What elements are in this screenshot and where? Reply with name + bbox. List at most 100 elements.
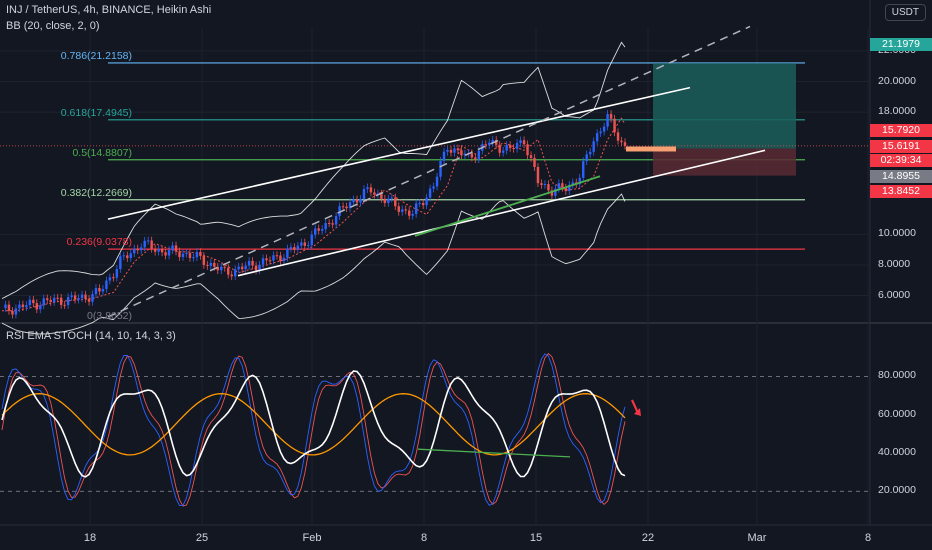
down-arrow-head-icon [634,408,641,416]
candle-body-11 [39,305,42,310]
candle-body-132 [460,150,463,156]
candle-body-56 [195,251,199,258]
osc-tick-1: 60.0000 [878,407,916,420]
candle-body-12 [42,298,45,306]
channel-upper-line [107,86,691,220]
candle-body-38 [133,248,136,254]
candle-body-15 [52,297,56,303]
price-tick-4: 8.0000 [878,257,911,270]
candle-body-153 [533,157,536,168]
candle-body-5 [18,304,21,309]
time-tick-1: 25 [195,532,209,544]
price-tag-4: 14.8955 [870,170,932,183]
price-tick-2: 18.0000 [878,105,916,118]
candle-body-133 [463,153,467,156]
candle-body-112 [390,197,394,199]
candle-body-151 [526,144,529,156]
candle-body-51 [178,251,181,258]
candle-body-85 [296,245,300,250]
price-tag-1: 15.7920 [870,124,932,137]
bb-indicator-label[interactable]: BB (20, close, 2, 0) [6,20,100,32]
annotations [631,399,641,416]
candle-body-16 [56,297,59,299]
candle-body-76 [265,258,268,261]
candle-body-158 [550,190,554,196]
oscillator-title[interactable]: RSI EMA STOCH (14, 10, 14, 3, 3) [6,330,176,342]
candle-body-90 [314,228,317,235]
candle-body-149 [519,140,522,144]
candle-body-22 [77,298,80,300]
candle-body-30 [105,280,108,289]
price-tag-3: 02:39:34 [870,154,932,167]
candle-body-37 [129,253,132,259]
candle-body-32 [112,277,115,279]
candle-body-129 [449,149,453,153]
candle-body-72 [251,260,254,266]
candle-body-93 [324,222,327,230]
price-tag-5: 13.8452 [870,185,932,198]
candle-body-107 [373,192,376,195]
candle-body-139 [484,144,487,146]
candle-body-155 [540,183,543,185]
support-trend-line [414,175,601,237]
candle-body-168 [585,154,588,162]
candle-body-48 [167,250,171,256]
candle-body-169 [588,151,592,155]
candle-body-31 [108,277,112,281]
candle-body-66 [230,274,233,277]
time-tick-6: Mar [747,532,767,544]
candle-body-46 [160,249,164,253]
candle-body-161 [561,183,564,188]
candle-body-102 [355,199,359,203]
candle-body-49 [171,245,174,251]
candle-body-82 [286,248,289,258]
candle-body-126 [439,160,442,177]
candle-body-177 [616,132,620,141]
candle-body-34 [119,256,122,270]
candle-body-23 [80,294,84,299]
osc-tick-0: 80.0000 [878,369,916,382]
candle-body-113 [394,197,397,207]
candle-body-68 [237,266,240,270]
candle-body-19 [66,297,70,306]
candle-body-45 [157,249,160,252]
candle-body-124 [432,186,435,189]
candle-body-146 [508,144,512,149]
fib-label-5: 0(3.8052) [87,310,132,322]
bollinger-bands [1,41,626,335]
candle-body-57 [199,251,202,256]
candle-body-145 [505,144,508,151]
candle-body-127 [442,151,446,161]
candle-body-159 [554,188,557,196]
candle-body-40 [140,247,143,251]
candle-body-3 [11,310,14,315]
bb-upper-band [1,41,626,300]
candle-body-106 [369,187,373,193]
candle-body-96 [334,216,338,225]
candle-body-75 [261,258,265,265]
candle-body-152 [529,155,533,158]
fib-label-3: 0.382(12.2669) [60,186,132,199]
candle-body-21 [73,295,77,300]
candle-body-119 [414,203,418,214]
candle-body-144 [501,150,505,153]
currency-button[interactable]: USDT [884,4,926,21]
rsi-ema-stoch-lines [0,352,870,507]
candle-body-61 [213,262,216,267]
candle-body-95 [331,223,334,225]
candle-body-35 [122,255,126,257]
candle-body-70 [244,265,247,270]
time-tick-2: Feb [302,532,322,544]
candle-body-97 [338,206,341,217]
candle-body-10 [35,303,39,310]
candle-body-136 [474,157,477,160]
time-tick-7: 8 [864,532,872,544]
fib-label-2: 0.5(14.8807) [72,146,132,159]
chart-title: INJ / TetherUS, 4h, BINANCE, Heikin Ashi [6,4,212,16]
candle-body-55 [192,257,195,259]
candle-body-123 [428,188,432,198]
candle-body-114 [397,206,400,212]
candle-body-99 [345,206,348,209]
time-tick-5: 22 [641,532,655,544]
